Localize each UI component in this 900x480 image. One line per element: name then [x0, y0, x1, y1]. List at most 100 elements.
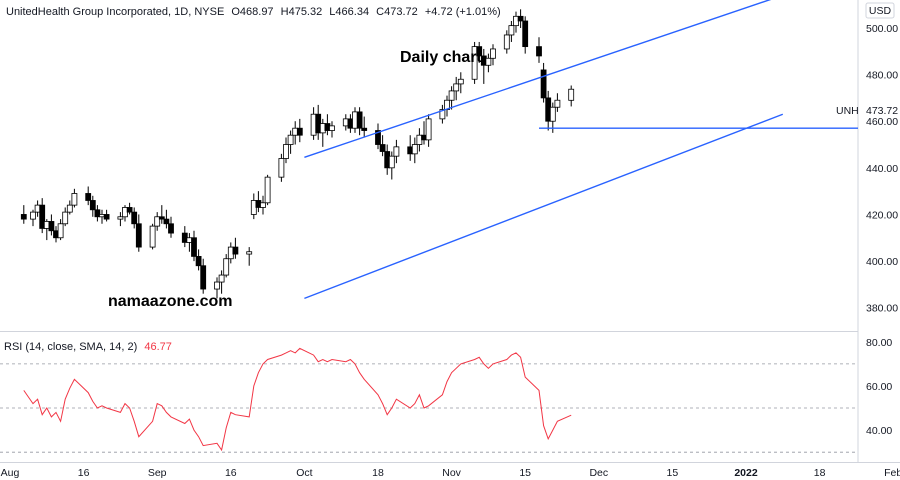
- candle: [94, 205, 101, 222]
- candle: [135, 214, 142, 252]
- watermark-text: namaazone.com: [108, 293, 232, 310]
- candle-body-up: [287, 134, 294, 145]
- candle: [522, 16, 529, 54]
- candle-body-up: [62, 211, 69, 225]
- candle: [490, 44, 496, 66]
- candle-body-down: [168, 223, 174, 234]
- candle: [48, 214, 55, 236]
- legend-header: UnitedHealth Group Incorporated, 1D, NYS…: [6, 6, 501, 18]
- last-price-label: 473.72: [866, 105, 898, 117]
- candle: [126, 202, 133, 215]
- candle-body-up: [214, 281, 220, 290]
- candle-body-up: [278, 158, 285, 178]
- candle-body-down: [131, 211, 138, 225]
- candle: [232, 237, 239, 259]
- rsi-line: [23, 347, 572, 452]
- candle-body-down: [375, 130, 381, 145]
- candle: [457, 72, 464, 94]
- candle-body-up: [453, 83, 460, 92]
- candle: [503, 30, 510, 54]
- rsi-axis: 40.00 60.00 80.00: [866, 337, 892, 437]
- change-value: +4.72 (+1.01%): [425, 6, 501, 18]
- open-value: 468.97: [240, 6, 274, 18]
- candle: [149, 223, 156, 250]
- candle: [296, 118, 303, 143]
- candle-body-up: [508, 25, 515, 36]
- candle: [158, 205, 165, 224]
- candle-body-down: [39, 204, 46, 229]
- candle: [62, 207, 69, 227]
- rsi-tick-label: 40.00: [866, 425, 892, 437]
- open-label: O: [231, 6, 240, 18]
- candle-body-down: [356, 111, 363, 129]
- time-tick-label: Oct: [296, 467, 312, 479]
- candle: [66, 200, 73, 215]
- rsi-tick-label: 80.00: [866, 337, 892, 349]
- close-value: 473.72: [384, 6, 418, 18]
- candle-body-up: [411, 144, 418, 155]
- candle: [485, 53, 492, 73]
- lower-channel-line: [304, 113, 784, 300]
- candle-body-up: [57, 223, 64, 239]
- candle-body-down: [522, 20, 529, 48]
- candle-body-up: [503, 34, 510, 50]
- time-axis: Aug 16 Sep 16 Oct 18 Nov 15 Dec 15 2022 18 Feb: [1, 467, 900, 479]
- candle-body-down: [517, 15, 524, 22]
- candle-body-up: [66, 204, 73, 213]
- last-symbol-label: UNH: [836, 105, 859, 117]
- candle-body-up: [457, 78, 464, 85]
- candle: [195, 249, 202, 271]
- candle: [131, 207, 138, 229]
- candle-body-down: [200, 265, 207, 290]
- candle-body-down: [536, 46, 542, 57]
- currency-label: USD: [869, 5, 892, 17]
- candle: [264, 174, 271, 206]
- rsi-legend: RSI (14, close, SMA, 14, 2) 46.77: [4, 341, 172, 353]
- candle-body-up: [71, 193, 78, 206]
- candle: [356, 107, 363, 136]
- candle-body-up: [490, 48, 496, 59]
- candle-body-up: [439, 109, 446, 120]
- close-label: C: [376, 6, 384, 18]
- upper-channel-line: [304, 0, 772, 159]
- high-label: H: [281, 6, 289, 18]
- candle-body-down: [85, 193, 92, 201]
- candle: [287, 130, 294, 154]
- candle-body-up: [485, 57, 492, 66]
- rsi-last-value: 46.77: [144, 341, 172, 353]
- candle-body-down: [540, 69, 547, 99]
- time-tick-label: Nov: [442, 467, 461, 479]
- candle: [191, 230, 197, 262]
- time-tick-label: 18: [814, 467, 826, 479]
- candle-body-down: [135, 223, 142, 248]
- time-tick-label: 18: [372, 467, 384, 479]
- currency-badge[interactable]: [865, 2, 895, 19]
- price-tick-label: 440.00: [866, 163, 898, 175]
- time-tick-label: 2022: [734, 467, 758, 479]
- daily-chart-note: Daily chart: [400, 49, 482, 66]
- candle-body-down: [89, 200, 96, 211]
- candle: [471, 41, 478, 84]
- candle: [425, 114, 432, 147]
- time-tick-label: Dec: [589, 467, 608, 479]
- candle: [163, 209, 170, 229]
- candle: [536, 37, 542, 63]
- candle-body-up: [223, 258, 230, 276]
- candle: [361, 116, 368, 138]
- symbol-title: UnitedHealth Group Incorporated, 1D, NYS…: [6, 6, 224, 18]
- candle: [154, 212, 161, 231]
- time-tick-label: 15: [667, 467, 679, 479]
- candle-body-up: [264, 176, 271, 204]
- candle: [103, 209, 110, 222]
- candle: [89, 195, 96, 217]
- candle-body-up: [471, 46, 478, 80]
- candle: [540, 62, 547, 103]
- candle-body-up: [554, 99, 561, 108]
- candle: [214, 277, 220, 299]
- candle: [568, 85, 575, 107]
- trendlines: [304, 0, 858, 300]
- candle: [388, 151, 395, 180]
- candle: [246, 247, 253, 266]
- candle-body-up: [30, 211, 36, 220]
- candle-body-up: [149, 225, 156, 248]
